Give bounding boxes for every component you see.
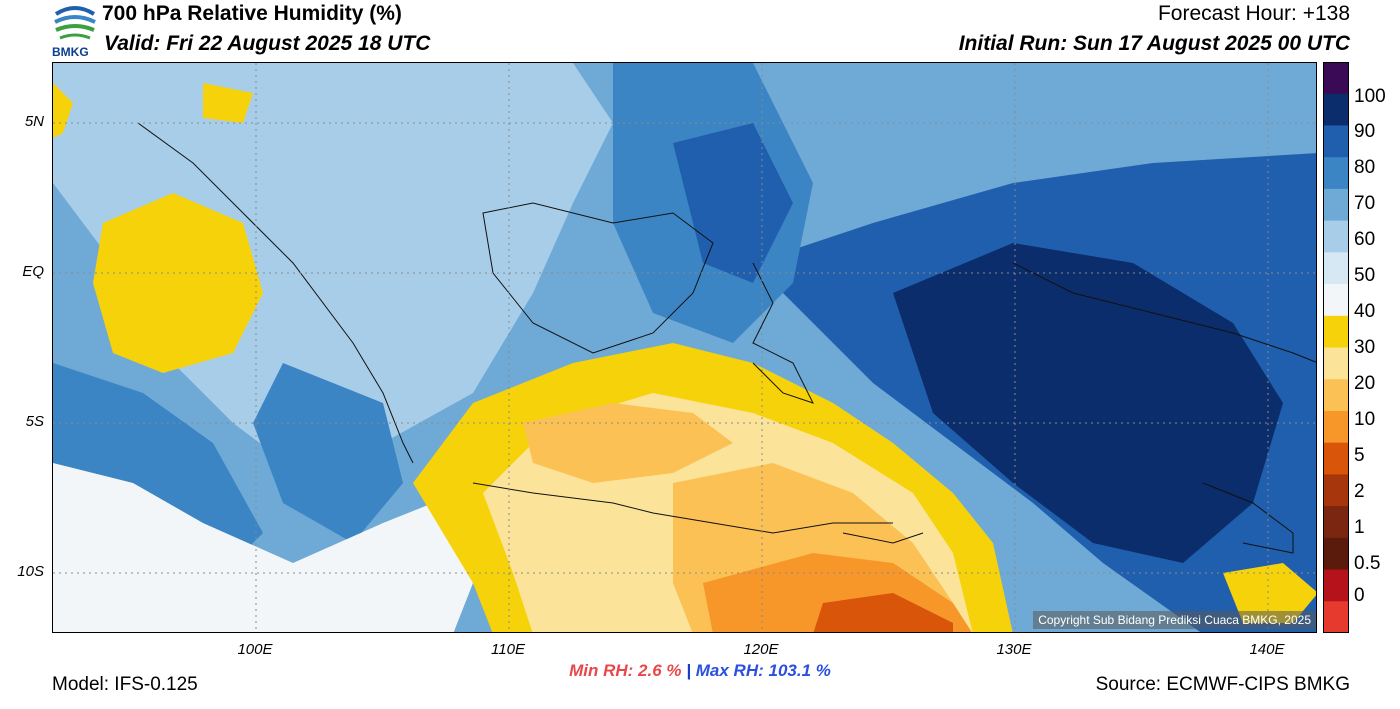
stats-separator: | [686, 661, 692, 680]
lon-label-110e: 110E [491, 641, 525, 658]
colorbar-swatch [1323, 315, 1349, 348]
colorbar-swatch [1323, 601, 1349, 633]
colorbar-label: 90 [1354, 121, 1376, 142]
bmkg-logo [54, 2, 96, 42]
colorbar-label: 80 [1354, 157, 1376, 178]
colorbar-swatch [1323, 188, 1349, 222]
colorbar-swatch [1323, 157, 1349, 190]
lat-label-eq: EQ [22, 263, 44, 280]
colorbar-label: 100 [1354, 86, 1386, 107]
colorbar-label: 50 [1354, 265, 1376, 286]
colorbar-label: 10 [1354, 409, 1376, 430]
initial-run: Initial Run: Sun 17 August 2025 00 UTC [958, 32, 1350, 55]
humidity-map [52, 62, 1317, 633]
colorbar-swatch [1323, 474, 1349, 507]
colorbar-swatch [1323, 347, 1349, 380]
colorbar-label: 20 [1354, 373, 1376, 394]
colorbar-swatch [1323, 125, 1349, 158]
colorbar [1323, 62, 1349, 633]
lon-label-100e: 100E [237, 641, 273, 658]
lat-label-10s: 10S [17, 563, 44, 580]
min-rh-value: 2.6 % [638, 661, 682, 680]
copyright-notice: Copyright Sub Bidang Prediksi Cuaca BMKG… [1033, 611, 1316, 629]
colorbar-swatch [1323, 93, 1349, 126]
colorbar-swatch [1323, 569, 1349, 602]
logo-text: BMKG [52, 45, 89, 59]
lat-label-5n: 5N [24, 113, 44, 130]
colorbar-label: 40 [1354, 301, 1376, 322]
colorbar-swatch [1323, 442, 1349, 475]
max-rh-label: Max RH: [695, 661, 764, 680]
colorbar-border [1323, 62, 1349, 633]
colorbar-swatch [1323, 252, 1349, 285]
colorbar-swatch [1323, 62, 1349, 95]
colorbar-swatch [1323, 379, 1349, 412]
colorbar-swatch [1323, 220, 1349, 253]
rh-stats: Min RH: 2.6 % | Max RH: 103.1 % [0, 661, 1400, 681]
colorbar-label: 5 [1354, 445, 1365, 466]
colorbar-label: 0 [1354, 585, 1365, 606]
colorbar-label: 60 [1354, 229, 1376, 250]
lon-label-120e: 120E [743, 641, 779, 658]
colorbar-label: 1 [1354, 517, 1365, 538]
humidity-field [53, 63, 1316, 632]
colorbar-label: 70 [1354, 193, 1376, 214]
model-label: Model: IFS-0.125 [52, 674, 198, 695]
colorbar-swatch [1323, 537, 1349, 571]
min-rh-label: Min RH: [569, 661, 634, 680]
lon-label-140e: 140E [1249, 641, 1285, 658]
colorbar-label: 2 [1354, 481, 1365, 502]
colorbar-label: 30 [1354, 337, 1376, 358]
colorbar-label: 0.5 [1354, 553, 1381, 574]
lon-label-130e: 130E [996, 641, 1032, 658]
colorbar-swatch [1323, 410, 1349, 444]
valid-time: Valid: Fri 22 August 2025 18 UTC [104, 32, 431, 55]
lat-label-5s: 5S [25, 413, 44, 430]
max-rh-value: 103.1 % [768, 661, 831, 680]
map-title: 700 hPa Relative Humidity (%) [102, 2, 402, 25]
colorbar-swatch [1323, 284, 1349, 317]
source-label: Source: ECMWF-CIPS BMKG [1095, 674, 1350, 695]
colorbar-swatch [1323, 506, 1349, 539]
forecast-hour: Forecast Hour: +138 [1157, 2, 1350, 25]
